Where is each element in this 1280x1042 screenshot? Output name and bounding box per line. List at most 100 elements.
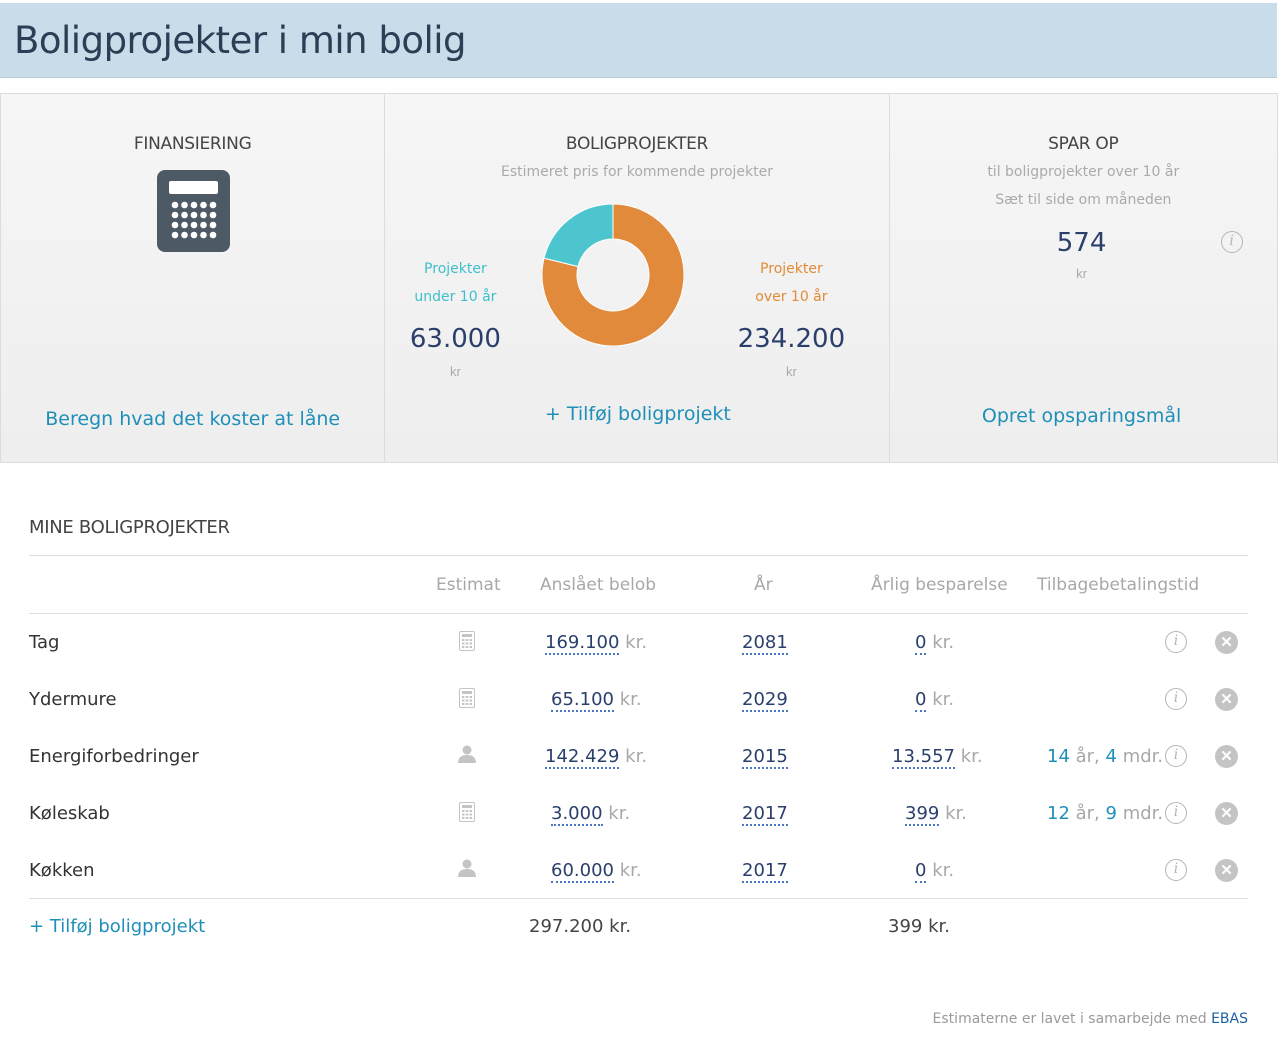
calculate-loan-link[interactable]: Beregn hvad det koster at låne — [45, 408, 341, 430]
saving-cell: 0 kr. — [915, 632, 954, 655]
info-icon[interactable]: i — [1220, 231, 1243, 253]
footnote: Estimaterne er lavet i samarbejde med EB… — [933, 1011, 1248, 1027]
payback-years-unit: år, — [1069, 803, 1100, 824]
my-projects-title: MINE BOLIGPROJEKTER — [29, 517, 230, 538]
project-name: Energiforbedringer — [29, 746, 199, 767]
amount-value[interactable]: 142.429 — [545, 746, 620, 769]
col-payback: Tilbagebetalingstid — [1037, 575, 1200, 595]
page-title: Boligprojekter i min bolig — [14, 19, 467, 62]
payback-cell: 14 år, 4 mdr. — [1047, 746, 1163, 767]
amount-cell: 169.100 kr. — [545, 632, 647, 655]
col-amount: Anslået belob — [540, 575, 657, 595]
amount-cell: 142.429 kr. — [545, 746, 648, 769]
over-10-unit: kr — [785, 364, 797, 379]
table-row: Køkken 60.000 kr. 2017 0 kr. i ✕ — [29, 859, 1248, 917]
projects-card: BOLIGPROJEKTER Estimeret pris for kommen… — [385, 94, 890, 462]
delete-icon[interactable]: ✕ — [1215, 859, 1238, 882]
info-icon[interactable]: i — [1165, 859, 1187, 881]
delete-icon[interactable]: ✕ — [1215, 688, 1238, 711]
saving-value[interactable]: 13.557 — [892, 746, 955, 769]
year-value[interactable]: 2015 — [742, 746, 788, 769]
save-card-subtitle-1: til boligprojekter over 10 år — [987, 164, 1180, 180]
info-icon[interactable]: i — [1165, 802, 1187, 824]
payback-years-unit: år, — [1069, 746, 1100, 767]
projects-donut-chart — [542, 204, 685, 346]
year-value[interactable]: 2029 — [742, 689, 788, 712]
donut-slice-under-10 — [543, 204, 614, 268]
delete-icon[interactable]: ✕ — [1215, 745, 1238, 768]
amount-unit: kr. — [608, 803, 631, 824]
payback-years: 12 — [1047, 803, 1070, 824]
saving-unit: kr. — [945, 803, 967, 824]
project-name: Køkken — [29, 860, 95, 881]
amount-value[interactable]: 60.000 — [551, 860, 614, 883]
footnote-text: Estimaterne er lavet i samarbejde med — [932, 1011, 1212, 1027]
calculator-icon — [459, 631, 475, 656]
amount-cell: 3.000 kr. — [551, 803, 631, 826]
project-name: Ydermure — [29, 689, 117, 710]
info-icon[interactable]: i — [1165, 688, 1187, 710]
table-row: Køleskab 3.000 kr. 2017 399 kr. 12 år, 9 mdr… — [29, 802, 1248, 860]
year-cell: 2017 — [742, 803, 788, 826]
amount-unit: kr. — [619, 860, 642, 881]
saving-unit: kr. — [932, 860, 955, 881]
save-card-title: SPAR OP — [1048, 134, 1119, 154]
create-savings-goal-link[interactable]: Opret opsparingsmål — [981, 405, 1182, 427]
saving-unit: kr. — [932, 689, 955, 710]
person-icon — [457, 745, 477, 768]
info-icon[interactable]: i — [1165, 745, 1187, 767]
payback-months: 4 — [1105, 746, 1117, 767]
add-project-link[interactable]: + Tilføj boligprojekt — [29, 916, 206, 937]
donut-slice-over-10 — [542, 204, 685, 346]
saving-value[interactable]: 0 — [915, 632, 927, 655]
divider — [29, 898, 1248, 899]
monthly-save-unit: kr — [1076, 266, 1088, 281]
delete-icon[interactable]: ✕ — [1215, 631, 1238, 654]
amount-cell: 65.100 kr. — [551, 689, 642, 712]
add-project-link-card[interactable]: + Tilføj boligprojekt — [544, 403, 731, 425]
calculator-icon — [157, 170, 230, 252]
under-10-unit: kr — [449, 364, 461, 379]
over-10-label: Projekter over 10 år — [755, 261, 828, 305]
table-row: Ydermure 65.100 kr. 2029 0 kr. i ✕ — [29, 688, 1248, 746]
total-saving: 399 kr. — [888, 916, 950, 937]
payback-months-unit: mdr. — [1116, 803, 1164, 824]
divider — [29, 613, 1248, 614]
year-value[interactable]: 2017 — [742, 803, 788, 826]
project-name: Køleskab — [29, 803, 110, 824]
financing-card: FINANSIERING Beregn hvad det koster at l… — [1, 94, 386, 462]
amount-value[interactable]: 169.100 — [545, 632, 620, 655]
project-name: Tag — [29, 632, 60, 653]
year-value[interactable]: 2017 — [742, 860, 788, 883]
table-row: Tag 169.100 kr. 2081 0 kr. i ✕ — [29, 631, 1248, 689]
saving-cell: 399 kr. — [905, 803, 967, 826]
table-row: Energiforbedringer 142.429 kr. 2015 13.557 … — [29, 745, 1248, 803]
amount-value[interactable]: 65.100 — [551, 689, 614, 712]
financing-title: FINANSIERING — [133, 134, 252, 154]
col-yearly-saving: Årlig besparelse — [871, 575, 1008, 595]
projects-card-subtitle: Estimeret pris for kommende projekter — [500, 164, 773, 180]
amount-value[interactable]: 3.000 — [551, 803, 603, 826]
payback-months-unit: mdr. — [1116, 746, 1164, 767]
year-value[interactable]: 2081 — [742, 632, 788, 655]
info-icon[interactable]: i — [1165, 631, 1187, 653]
amount-unit: kr. — [619, 689, 642, 710]
calculator-icon — [459, 688, 475, 713]
person-icon — [457, 859, 477, 882]
total-amount: 297.200 kr. — [529, 916, 632, 937]
save-card: SPAR OP til boligprojekter over 10 år Sæ… — [889, 94, 1277, 462]
saving-value[interactable]: 399 — [905, 803, 940, 826]
over-10-value: 234.200 — [737, 324, 846, 354]
amount-unit: kr. — [625, 746, 648, 767]
saving-value[interactable]: 0 — [915, 689, 927, 712]
saving-unit: kr. — [960, 746, 983, 767]
summary-cards: FINANSIERING Beregn hvad det koster at l… — [0, 93, 1278, 463]
payback-years: 14 — [1047, 746, 1070, 767]
page-header: Boligprojekter i min bolig — [0, 3, 1277, 78]
year-cell: 2015 — [742, 746, 788, 769]
saving-value[interactable]: 0 — [915, 860, 927, 883]
year-cell: 2081 — [742, 632, 788, 655]
delete-icon[interactable]: ✕ — [1215, 802, 1238, 825]
ebas-link[interactable]: EBAS — [1211, 1011, 1248, 1027]
projects-card-title: BOLIGPROJEKTER — [565, 134, 709, 154]
